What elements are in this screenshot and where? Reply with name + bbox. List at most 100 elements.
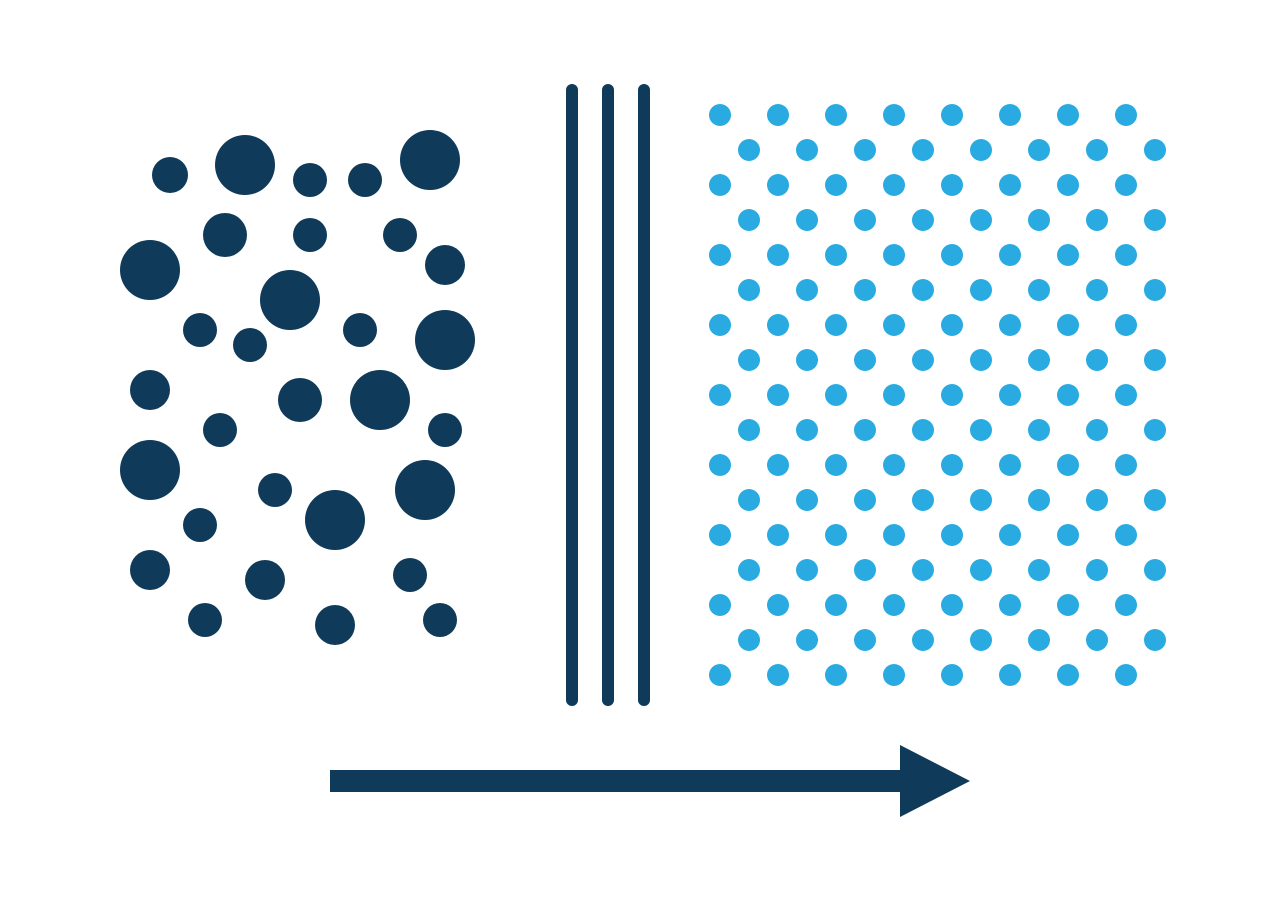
output-dot (999, 594, 1021, 616)
output-dot (738, 629, 760, 651)
output-dot (1115, 594, 1137, 616)
input-particle (293, 218, 327, 252)
output-dot (1057, 104, 1079, 126)
output-dot (1057, 664, 1079, 686)
output-dot (1057, 454, 1079, 476)
output-dot (1115, 384, 1137, 406)
input-particle (152, 157, 188, 193)
output-dot (1086, 419, 1108, 441)
output-dot (1028, 629, 1050, 651)
output-dot (854, 559, 876, 581)
output-dot (1086, 489, 1108, 511)
output-dot (854, 629, 876, 651)
output-dot (738, 209, 760, 231)
input-particle (183, 313, 217, 347)
output-dot (854, 489, 876, 511)
output-dot (709, 454, 731, 476)
input-particle (423, 603, 457, 637)
output-dot (796, 559, 818, 581)
input-particle (188, 603, 222, 637)
output-dot (883, 664, 905, 686)
output-dot (767, 314, 789, 336)
output-dot (709, 594, 731, 616)
output-dot (825, 454, 847, 476)
output-dot (912, 209, 934, 231)
output-dot (1028, 349, 1050, 371)
output-dot (767, 174, 789, 196)
input-particle (278, 378, 322, 422)
output-dot (738, 139, 760, 161)
output-dot (1144, 279, 1166, 301)
output-dot (1028, 139, 1050, 161)
input-particles (120, 130, 475, 645)
output-dot (912, 489, 934, 511)
output-dot (970, 419, 992, 441)
output-dot (767, 244, 789, 266)
output-dot (912, 139, 934, 161)
output-grid (709, 104, 1166, 686)
output-dot (1028, 209, 1050, 231)
output-dot (796, 139, 818, 161)
output-dot (970, 559, 992, 581)
input-particle (215, 135, 275, 195)
output-dot (825, 664, 847, 686)
output-dot (767, 594, 789, 616)
output-dot (767, 104, 789, 126)
output-dot (941, 594, 963, 616)
input-particle (348, 163, 382, 197)
output-dot (1144, 629, 1166, 651)
output-dot (709, 174, 731, 196)
arrow-head (900, 745, 970, 817)
input-particle (258, 473, 292, 507)
output-dot (999, 524, 1021, 546)
output-dot (767, 454, 789, 476)
input-particle (203, 413, 237, 447)
output-dot (883, 104, 905, 126)
output-dot (796, 349, 818, 371)
output-dot (1115, 524, 1137, 546)
output-dot (970, 629, 992, 651)
output-dot (1144, 139, 1166, 161)
output-dot (970, 489, 992, 511)
output-dot (999, 314, 1021, 336)
output-dot (1057, 174, 1079, 196)
output-dot (941, 314, 963, 336)
output-dot (825, 314, 847, 336)
input-particle (425, 245, 465, 285)
filtration-diagram (0, 0, 1280, 900)
output-dot (912, 419, 934, 441)
input-particle (400, 130, 460, 190)
output-dot (709, 104, 731, 126)
output-dot (709, 524, 731, 546)
input-particle (183, 508, 217, 542)
output-dot (999, 174, 1021, 196)
output-dot (1144, 559, 1166, 581)
output-dot (796, 419, 818, 441)
output-dot (1144, 419, 1166, 441)
input-particle (245, 560, 285, 600)
output-dot (1115, 454, 1137, 476)
input-particle (395, 460, 455, 520)
output-dot (1028, 559, 1050, 581)
flow-arrow (330, 745, 970, 817)
input-particle (120, 240, 180, 300)
input-particle (343, 313, 377, 347)
output-dot (941, 524, 963, 546)
output-dot (883, 174, 905, 196)
output-dot (1086, 559, 1108, 581)
output-dot (1086, 629, 1108, 651)
input-particle (393, 558, 427, 592)
input-particle (415, 310, 475, 370)
output-dot (941, 104, 963, 126)
output-dot (1144, 489, 1166, 511)
output-dot (912, 279, 934, 301)
output-dot (1086, 279, 1108, 301)
output-dot (1115, 104, 1137, 126)
input-particle (315, 605, 355, 645)
output-dot (796, 279, 818, 301)
output-dot (1057, 244, 1079, 266)
output-dot (970, 279, 992, 301)
output-dot (999, 384, 1021, 406)
output-dot (767, 384, 789, 406)
output-dot (999, 244, 1021, 266)
